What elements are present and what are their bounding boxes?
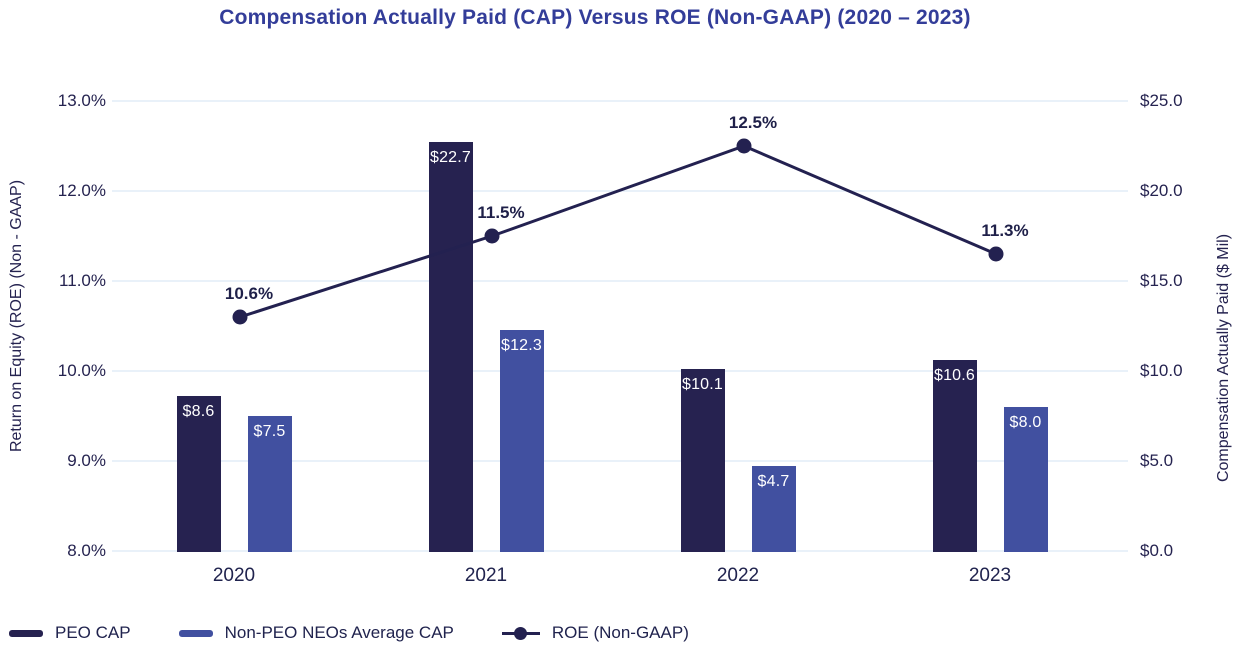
roe-point-label: 11.3% xyxy=(981,221,1029,240)
gridline xyxy=(112,100,1128,102)
left-axis-tick-label: 13.0% xyxy=(57,91,106,110)
legend-line-swatch xyxy=(501,626,540,640)
gridline xyxy=(112,550,1128,552)
gridline xyxy=(112,190,1128,192)
roe-line xyxy=(239,144,997,319)
bar-non-peo-cap-2023: $8.0 xyxy=(1003,407,1048,552)
bar-value-label: $10.6 xyxy=(933,367,976,385)
gridline xyxy=(112,370,1128,372)
bar-non-peo-cap-2021: $12.3 xyxy=(499,329,544,552)
bar-value-label: $22.7 xyxy=(429,149,472,167)
bar-value-label: $8.0 xyxy=(1009,414,1042,431)
legend-item-peo-cap: PEO CAP xyxy=(9,623,131,643)
bar-peo-cap-2020: $8.6 xyxy=(176,396,221,552)
roe-marker xyxy=(736,138,752,154)
left-axis-tick-label: 9.0% xyxy=(67,451,106,470)
x-axis-label-2023: 2023 xyxy=(968,565,1012,586)
roe-point-label: 11.5% xyxy=(477,203,525,222)
roe-marker xyxy=(232,309,248,325)
right-axis-tick-label: $15.0 xyxy=(1140,271,1183,290)
x-axis-label-2021: 2021 xyxy=(464,565,508,586)
right-axis-title: Compensation Actually Paid ($ Mil) xyxy=(1215,233,1232,483)
bar-value-label: $8.6 xyxy=(182,403,215,421)
roe-marker xyxy=(484,228,500,244)
legend-item-roe: ROE (Non-GAAP) xyxy=(501,623,689,643)
bar-non-peo-cap-2020: $7.5 xyxy=(247,416,292,552)
roe-marker xyxy=(988,246,1004,262)
bar-peo-cap-2022: $10.1 xyxy=(680,369,725,552)
roe-point-label: 10.6% xyxy=(224,284,274,303)
bar-peo-cap-2021: $22.7 xyxy=(428,142,473,552)
x-axis-label-2020: 2020 xyxy=(212,565,256,586)
bar-peo-cap-2023: $10.6 xyxy=(932,360,977,552)
legend-label: Non-PEO NEOs Average CAP xyxy=(224,623,454,642)
left-axis-tick-label: 12.0% xyxy=(57,181,106,200)
left-axis-tick-label: 10.0% xyxy=(57,361,106,380)
left-axis-tick-label: 8.0% xyxy=(67,541,106,560)
legend-item-non-peo-cap: Non-PEO NEOs Average CAP xyxy=(178,623,454,643)
bar-value-label: $10.1 xyxy=(681,376,724,394)
right-axis-tick-label: $25.0 xyxy=(1140,91,1183,110)
chart-legend: PEO CAP Non-PEO NEOs Average CAP ROE (Non-… xyxy=(9,623,689,643)
bar-value-label: $12.3 xyxy=(500,336,543,354)
x-axis-label-2022: 2022 xyxy=(716,565,760,586)
legend-label: PEO CAP xyxy=(55,623,131,642)
legend-bar-swatch xyxy=(178,629,213,637)
left-axis-tick-label: 11.0% xyxy=(59,271,106,290)
bar-value-label: $7.5 xyxy=(253,423,286,440)
bar-non-peo-cap-2022: $4.7 xyxy=(751,466,796,552)
roe-point-label: 12.5% xyxy=(728,113,778,132)
bar-value-label: $4.7 xyxy=(757,473,790,491)
chart-title: Compensation Actually Paid (CAP) Versus … xyxy=(219,6,971,29)
gridline xyxy=(112,280,1128,282)
legend-line-dot xyxy=(513,626,527,640)
right-axis-tick-label: $10.0 xyxy=(1140,361,1183,380)
legend-label: ROE (Non-GAAP) xyxy=(551,623,689,642)
right-axis-tick-label: $20.0 xyxy=(1140,181,1183,200)
right-axis-tick-label: $5.0 xyxy=(1140,451,1174,470)
gridline xyxy=(112,460,1128,462)
right-axis-tick-label: $0.0 xyxy=(1140,541,1174,560)
left-axis-title: Return on Equity (ROE) (Non - GAAP) xyxy=(8,179,25,453)
legend-bar-swatch xyxy=(9,629,43,637)
